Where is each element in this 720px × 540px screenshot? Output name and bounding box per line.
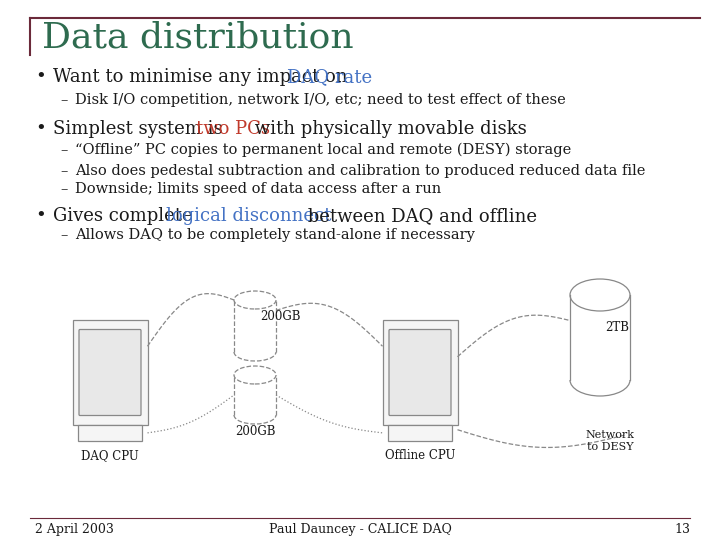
Text: –: – — [60, 143, 68, 157]
Ellipse shape — [234, 366, 276, 384]
Text: Simplest system is: Simplest system is — [53, 120, 228, 138]
Text: 2 April 2003: 2 April 2003 — [35, 523, 114, 536]
Ellipse shape — [570, 279, 630, 311]
Text: Allows DAQ to be completely stand-alone if necessary: Allows DAQ to be completely stand-alone … — [75, 228, 475, 242]
Text: between DAQ and offline: between DAQ and offline — [302, 207, 537, 225]
Text: logical disconnect: logical disconnect — [166, 207, 331, 225]
Text: 2TB: 2TB — [605, 321, 629, 334]
Text: 200GB: 200GB — [260, 309, 300, 322]
Text: •: • — [35, 68, 46, 86]
Text: –: – — [60, 164, 68, 178]
Text: Network
to DESY: Network to DESY — [585, 430, 634, 451]
Text: Offline CPU: Offline CPU — [384, 449, 455, 462]
Text: 13: 13 — [674, 523, 690, 536]
FancyBboxPatch shape — [79, 329, 141, 415]
Ellipse shape — [234, 291, 276, 309]
Text: –: – — [60, 228, 68, 242]
Bar — [78, 425, 142, 441]
Bar — [382, 320, 457, 425]
Text: Want to minimise any impact on: Want to minimise any impact on — [53, 68, 354, 86]
Text: Gives complete: Gives complete — [53, 207, 199, 225]
Text: Disk I/O competition, network I/O, etc; need to test effect of these: Disk I/O competition, network I/O, etc; … — [75, 93, 566, 107]
Text: DAQ rate: DAQ rate — [287, 68, 372, 86]
Bar — [388, 425, 452, 441]
Text: –: – — [60, 182, 68, 196]
Text: “Offline” PC copies to permanent local and remote (DESY) storage: “Offline” PC copies to permanent local a… — [75, 143, 571, 157]
Text: Paul Dauncey - CALICE DAQ: Paul Dauncey - CALICE DAQ — [269, 523, 451, 536]
Text: 200GB: 200GB — [235, 425, 275, 438]
Text: –: – — [60, 93, 68, 107]
Bar — [73, 320, 148, 425]
Text: •: • — [35, 120, 46, 138]
Text: DAQ CPU: DAQ CPU — [81, 449, 139, 462]
Text: Data distribution: Data distribution — [42, 20, 354, 54]
Text: two PCs: two PCs — [197, 120, 270, 138]
Text: Also does pedestal subtraction and calibration to produced reduced data file: Also does pedestal subtraction and calib… — [75, 164, 645, 178]
Text: with physically movable disks: with physically movable disks — [249, 120, 527, 138]
Text: •: • — [35, 207, 46, 225]
FancyBboxPatch shape — [389, 329, 451, 415]
Text: Downside; limits speed of data access after a run: Downside; limits speed of data access af… — [75, 182, 441, 196]
